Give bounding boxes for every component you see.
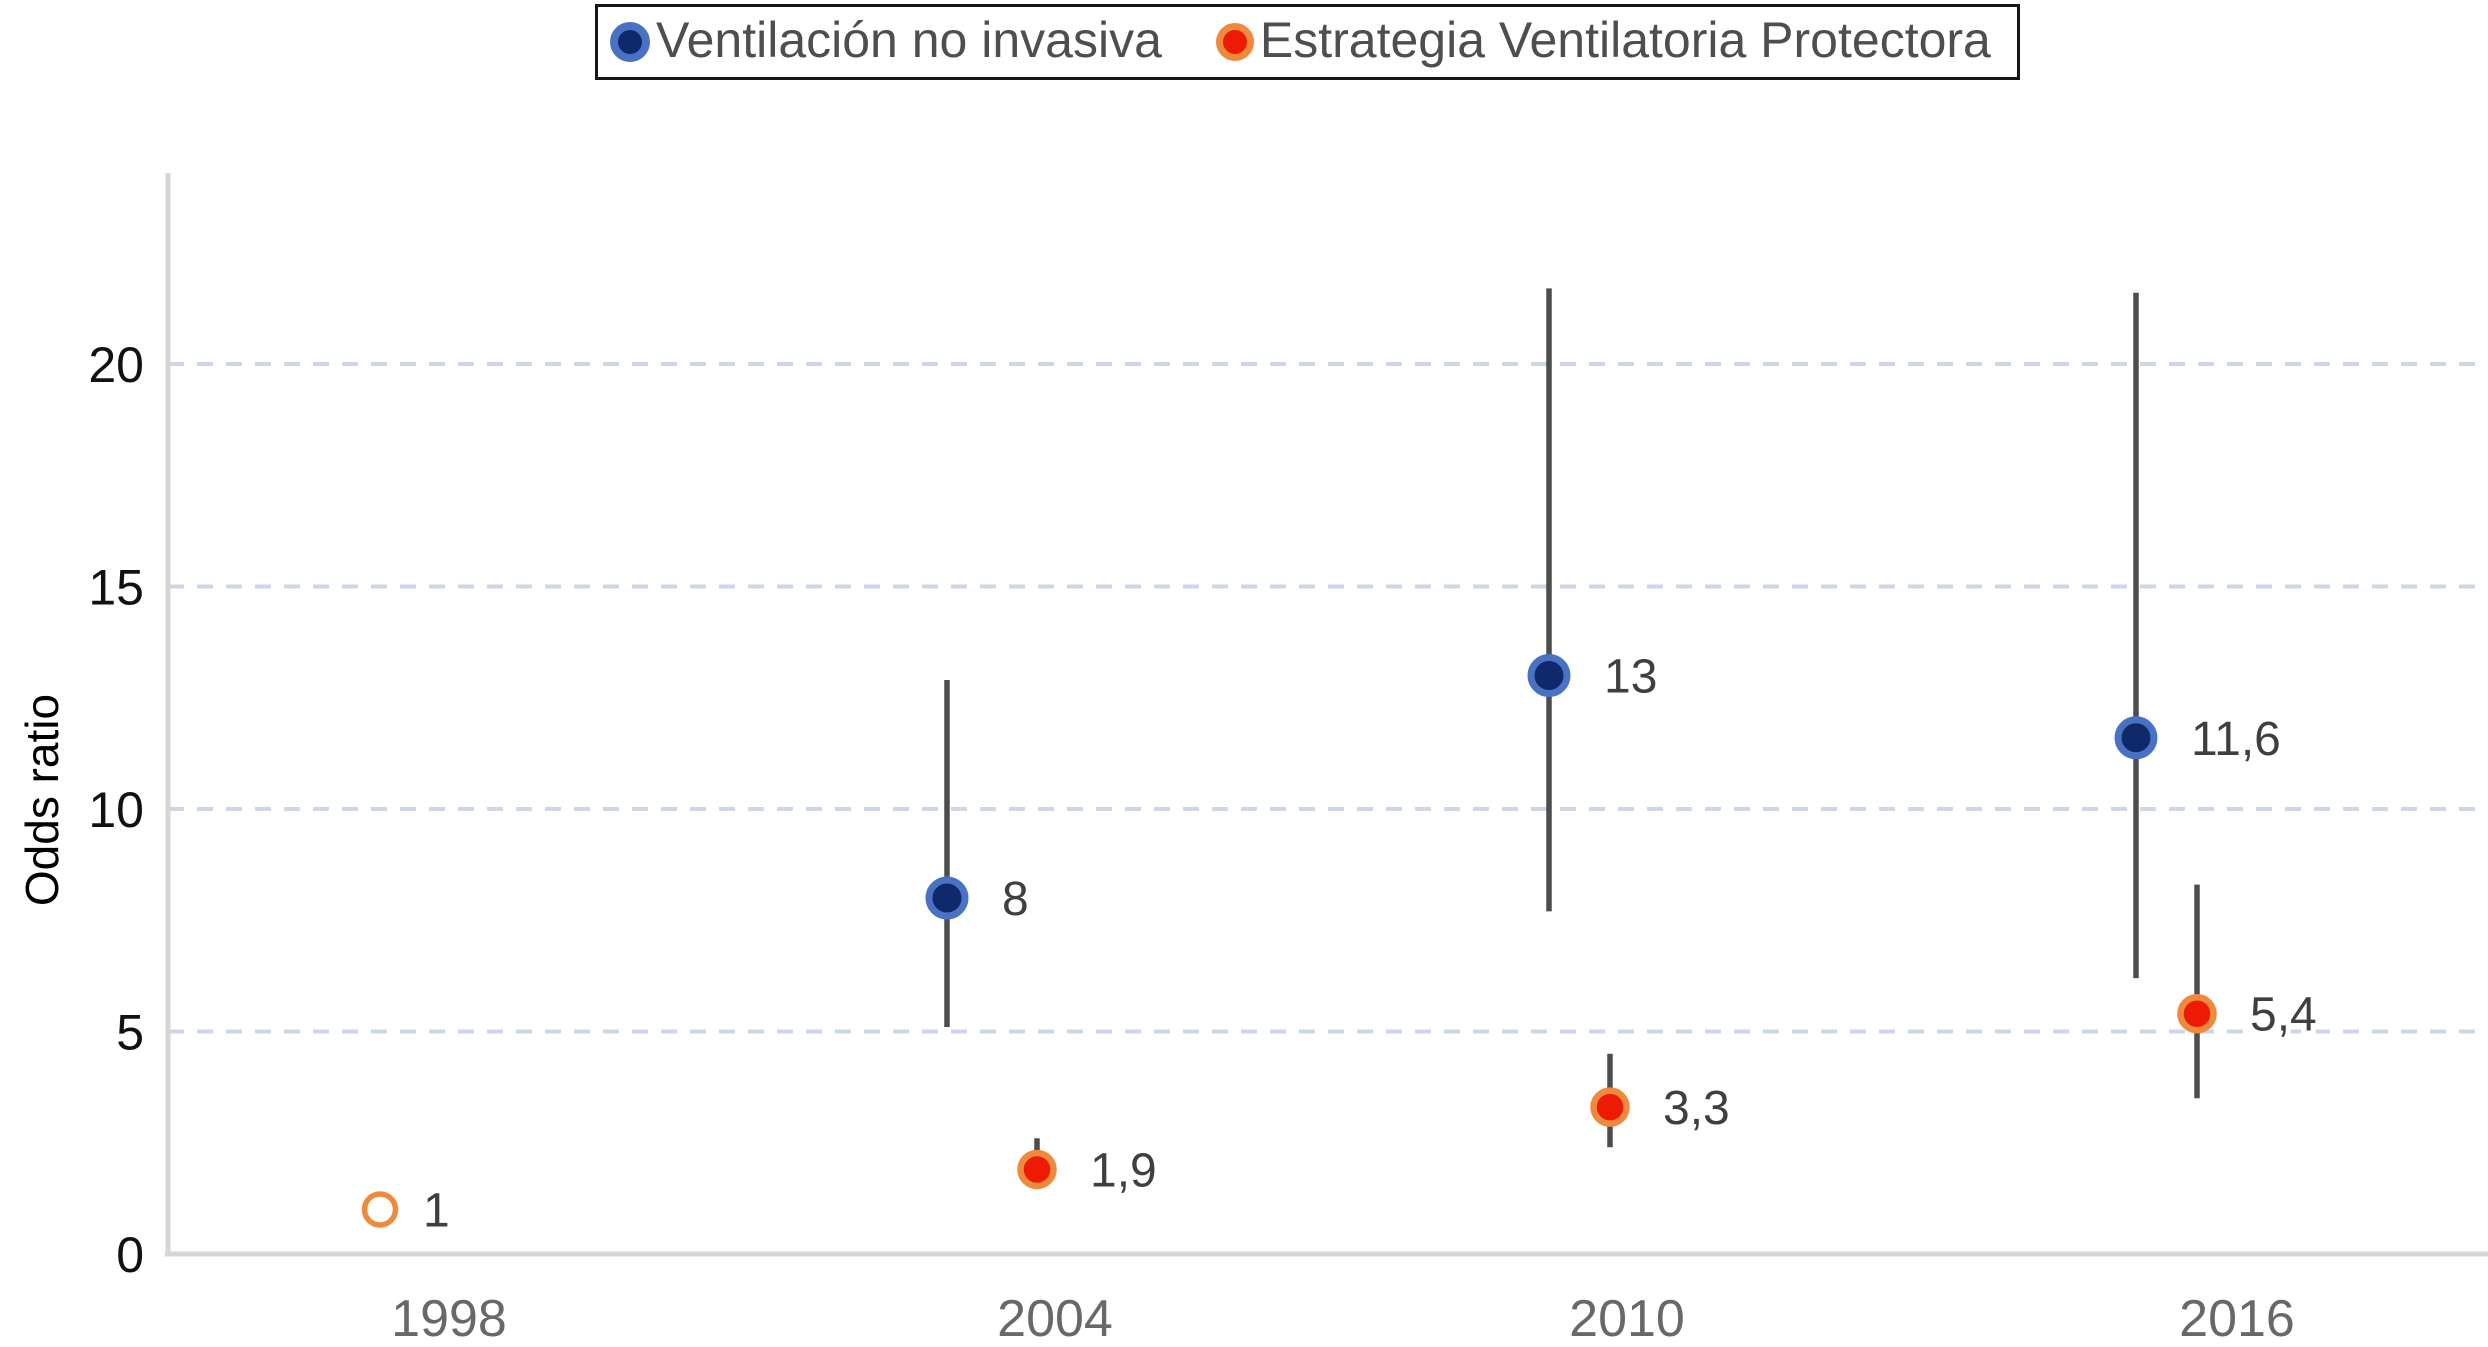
- legend: Ventilación no invasiva Estrategia Venti…: [595, 4, 2020, 80]
- point-label-vni-2016: 11,6: [2191, 713, 2281, 766]
- y-tick-label-10: 10: [88, 782, 144, 838]
- point-label-evp-2016: 5,4: [2250, 989, 2317, 1042]
- y-axis-title: Odds ratio: [16, 693, 68, 907]
- point-label-vni-2004: 8: [1002, 873, 1029, 926]
- point-label-evp-2004: 1,9: [1090, 1144, 1157, 1197]
- marker-vni-2010: [1527, 654, 1571, 697]
- point-label-evp-2010: 3,3: [1663, 1082, 1730, 1135]
- marker-evp-1998: [361, 1191, 399, 1228]
- marker-vni-2016: [2114, 716, 2158, 760]
- vni-series-marker-icon: [610, 22, 650, 62]
- legend-label-vni: Ventilación no invasiva: [656, 12, 1162, 68]
- point-label-evp-1998: 1: [423, 1185, 450, 1238]
- legend-item-evp: Estrategia Ventilatoria Protectora: [1215, 12, 1991, 69]
- y-tick-label-15: 15: [88, 560, 144, 616]
- x-tick-label-2004: 2004: [997, 1290, 1113, 1347]
- point-label-vni-2010: 13: [1604, 651, 1657, 704]
- marker-evp-2010: [1590, 1087, 1630, 1127]
- legend-label-evp: Estrategia Ventilatoria Protectora: [1259, 12, 1991, 68]
- x-tick-label-2016: 2016: [2179, 1290, 2295, 1347]
- marker-evp-2016: [2177, 993, 2217, 1034]
- y-tick-label-20: 20: [88, 337, 144, 393]
- y-tick-label-5: 5: [116, 1005, 144, 1061]
- legend-item-vni: Ventilación no invasiva: [610, 15, 1162, 69]
- y-tick-label-0: 0: [116, 1227, 144, 1283]
- marker-vni-2004: [925, 876, 969, 920]
- marker-evp-2004: [1017, 1149, 1057, 1190]
- x-tick-label-1998: 1998: [391, 1290, 507, 1347]
- evp-series-marker-icon: [1215, 23, 1254, 61]
- x-tick-label-2010: 2010: [1569, 1290, 1685, 1347]
